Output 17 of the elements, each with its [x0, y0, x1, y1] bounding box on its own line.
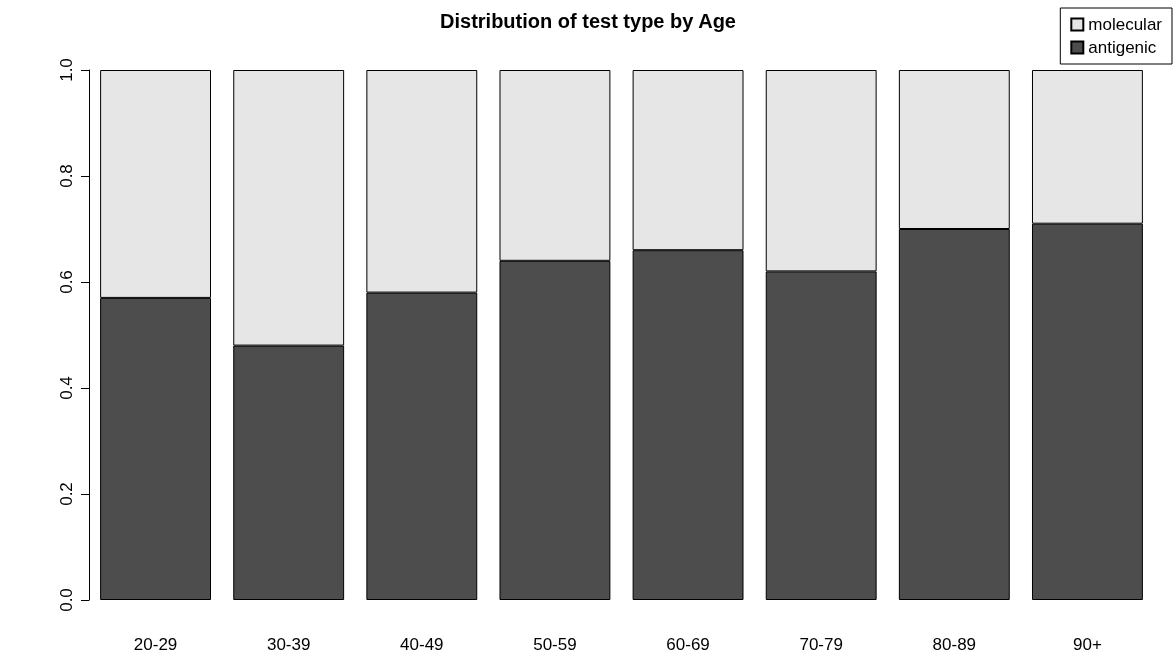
y-tick-label: 1.0	[57, 58, 76, 82]
x-tick-label: 40-49	[400, 635, 444, 654]
legend-label: antigenic	[1088, 38, 1157, 57]
y-tick-label: 0.0	[57, 588, 76, 612]
y-tick-label: 0.8	[57, 164, 76, 188]
chart-title: Distribution of test type by Age	[440, 10, 736, 32]
y-tick-label: 0.4	[57, 376, 76, 400]
x-tick-label: 70-79	[799, 635, 843, 654]
x-tick-label: 80-89	[932, 635, 977, 654]
x-tick-label: 30-39	[266, 635, 311, 654]
x-tick-label: 90+	[1073, 635, 1102, 654]
x-tick-label: 60-69	[666, 635, 710, 654]
y-tick-label: 0.6	[57, 270, 76, 294]
y-tick-label: 0.2	[57, 482, 76, 506]
x-tick-label: 50-59	[533, 635, 577, 654]
legend-label: molecular	[1088, 15, 1163, 34]
x-tick-label: 20-29	[133, 635, 178, 654]
